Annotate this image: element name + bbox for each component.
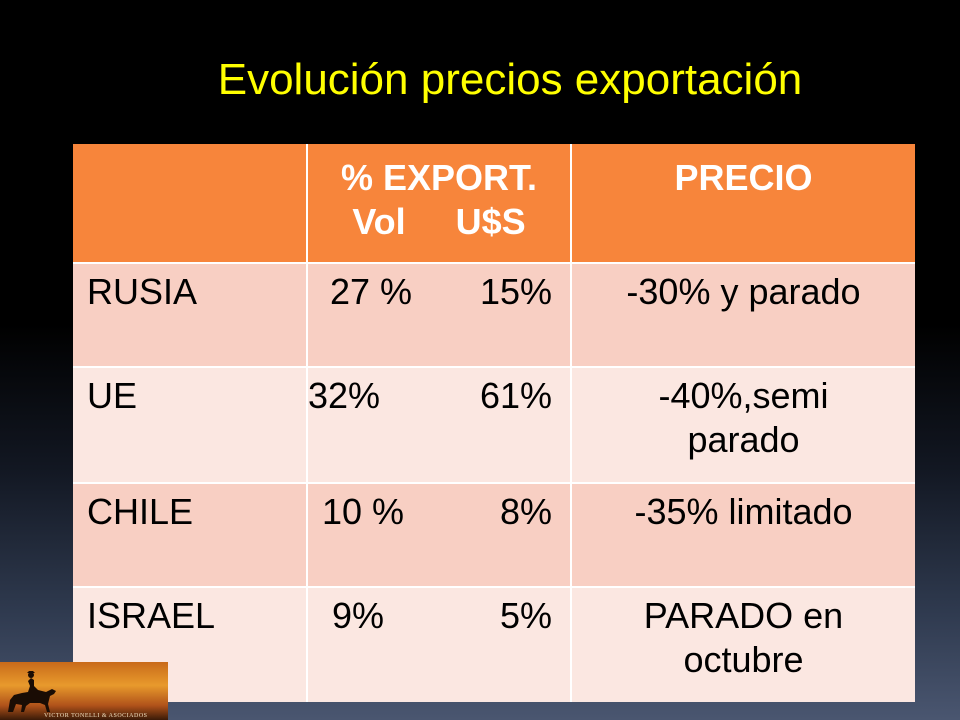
price-cell: -40%,semi parado bbox=[571, 367, 915, 484]
header-export-line1: % EXPORT. bbox=[340, 157, 538, 198]
country-cell: CHILE bbox=[73, 483, 308, 588]
export-cell: 32% 61% bbox=[307, 367, 572, 484]
slide-title: Evolución precios exportación bbox=[217, 55, 803, 104]
price-cell: -30% y parado bbox=[571, 263, 915, 368]
logo-text: VICTOR TONELLI & ASOCIADOS bbox=[44, 713, 148, 719]
table-row: RUSIA 27 % 15% -30% y parado bbox=[73, 263, 915, 368]
usd-value: 15% bbox=[479, 271, 552, 312]
horse-rider-silhouette-icon bbox=[8, 671, 56, 712]
country-cell: RUSIA bbox=[73, 263, 308, 368]
table-row: UE 32% 61% -40%,semi parado bbox=[73, 367, 915, 484]
vol-value: 32% bbox=[308, 375, 381, 416]
export-cell: 27 % 15% bbox=[307, 263, 572, 368]
table-row: CHILE 10 % 8% -35% limitado bbox=[73, 483, 915, 588]
table-header-row: % EXPORT. Vol U$S PRECIO bbox=[73, 144, 915, 264]
export-cell: 10 % 8% bbox=[307, 483, 572, 588]
table-row: ISRAEL 9% 5% PARADO en octubre bbox=[73, 587, 915, 702]
header-empty-cell bbox=[73, 144, 308, 264]
usd-value: 61% bbox=[479, 375, 552, 416]
header-export-cell: % EXPORT. Vol U$S bbox=[307, 144, 572, 264]
vol-value: 9% bbox=[332, 595, 385, 636]
price-line2: octubre bbox=[683, 639, 804, 680]
export-cell: 9% 5% bbox=[307, 587, 572, 702]
price-line1: -40%,semi bbox=[658, 375, 829, 416]
country-cell: UE bbox=[73, 367, 308, 484]
export-price-table: % EXPORT. Vol U$S PRECIO RUSIA 27 % 15% -… bbox=[73, 144, 915, 702]
vol-value: 27 % bbox=[330, 271, 413, 312]
header-price-cell: PRECIO bbox=[571, 144, 915, 264]
header-export-line2: Vol U$S bbox=[352, 201, 526, 242]
vol-value: 10 % bbox=[322, 491, 405, 532]
price-line1: PARADO en bbox=[643, 595, 844, 636]
company-logo: VICTOR TONELLI & ASOCIADOS bbox=[0, 662, 168, 720]
price-line2: parado bbox=[687, 419, 800, 460]
price-cell: -35% limitado bbox=[571, 483, 915, 588]
usd-value: 5% bbox=[499, 595, 552, 636]
price-cell: PARADO en octubre bbox=[571, 587, 915, 702]
usd-value: 8% bbox=[499, 491, 552, 532]
